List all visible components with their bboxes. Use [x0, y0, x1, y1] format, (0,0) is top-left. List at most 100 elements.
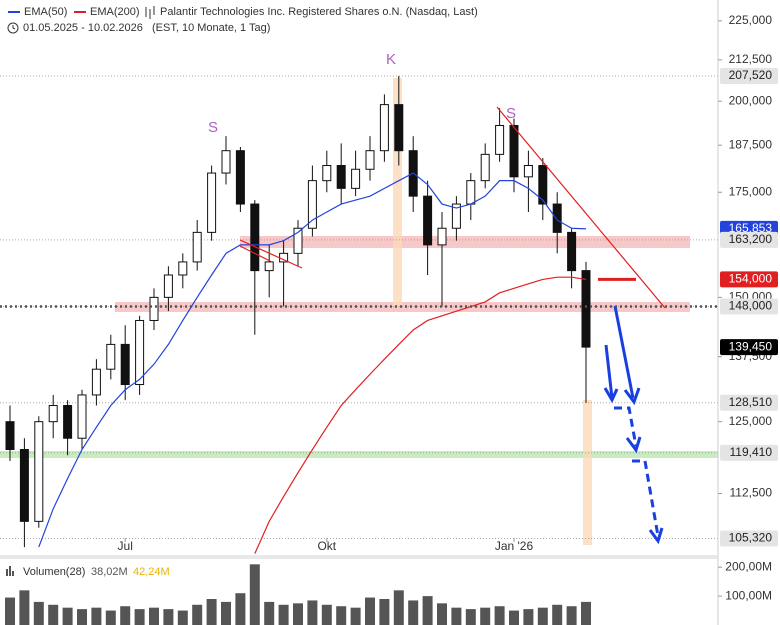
volume-bar — [523, 609, 534, 625]
volume-bar — [264, 601, 275, 625]
candle-body — [523, 165, 533, 178]
volume-bar — [149, 607, 159, 625]
candle-body — [19, 449, 29, 522]
volume-bar — [566, 606, 577, 625]
price-tag — [720, 444, 778, 461]
volume-bar — [134, 609, 145, 625]
volume-bar — [91, 607, 102, 625]
volume-tick-label: 200,00M — [725, 559, 772, 573]
candle-body — [207, 172, 217, 233]
price-tag — [720, 298, 778, 315]
price-tag-label: 207,520 — [729, 68, 773, 82]
candle-body — [5, 421, 15, 451]
y-tick-label: 225,000 — [729, 13, 773, 27]
volume-readout: 38,02M — [91, 566, 128, 578]
volume-bar — [509, 610, 519, 625]
volume-bar — [307, 600, 318, 625]
candle-body — [509, 124, 519, 178]
volume-bar — [249, 564, 260, 625]
chart-title: Palantir Technologies Inc. Registered Sh… — [160, 6, 478, 18]
arrow-head — [623, 387, 641, 406]
price-tag — [720, 530, 778, 547]
volume-bar — [278, 604, 289, 625]
legend-label: EMA(50) — [24, 6, 67, 18]
candle-body — [322, 165, 332, 182]
clock-icon — [12, 25, 16, 30]
volume-bar — [451, 607, 462, 625]
candle-body — [336, 165, 346, 189]
ema-line — [254, 276, 587, 554]
candle-body — [552, 203, 562, 233]
trend-line — [239, 245, 273, 263]
highlight-bar — [583, 400, 592, 545]
volume-bar — [350, 607, 361, 625]
price-tag — [720, 394, 778, 411]
volume-bar — [537, 607, 548, 625]
volume-icon — [6, 566, 14, 576]
volume-bar — [5, 597, 15, 625]
arrow-head — [603, 387, 619, 404]
volume-bar — [480, 607, 491, 625]
date-range: 01.05.2025 - 10.02.2026 — [23, 22, 143, 34]
support-zone-green — [0, 451, 718, 458]
x-tick-label: Okt — [317, 539, 336, 553]
volume-bar — [48, 604, 59, 625]
volume-bar — [77, 609, 87, 625]
subtitle: (EST, 10 Monate, 1 Tag) — [152, 22, 270, 34]
volume-bar — [163, 609, 174, 625]
volume-bar — [336, 606, 347, 625]
arrow-line — [613, 305, 635, 399]
candle-body — [178, 261, 188, 276]
volume-bar — [192, 604, 203, 625]
candle-body — [221, 150, 231, 174]
y-tick-label: 125,000 — [729, 414, 773, 428]
volume-bar — [33, 601, 44, 625]
candle-body — [63, 405, 73, 439]
volume-bar — [365, 597, 375, 625]
price-tag — [720, 271, 778, 288]
candle-body — [495, 124, 505, 155]
candle-body — [135, 319, 145, 386]
price-tag-label: 128,510 — [729, 395, 773, 409]
price-tag-label: 165,853 — [729, 221, 773, 235]
price-tag — [720, 231, 778, 248]
volume-bar — [120, 606, 131, 625]
y-tick-label: 175,000 — [729, 184, 773, 198]
candle-body — [77, 394, 87, 439]
chart-icon — [145, 6, 155, 19]
y-tick-label: 200,000 — [729, 93, 773, 107]
candle-body — [567, 231, 577, 272]
price-tag-label: 163,200 — [729, 232, 773, 246]
volume-bar — [422, 596, 433, 625]
highlight-bar — [393, 78, 402, 306]
arrow-head — [625, 436, 642, 454]
candle-body — [250, 203, 260, 272]
volume-bar — [235, 593, 246, 625]
volume-bar — [293, 603, 303, 625]
volume-bar — [465, 609, 476, 625]
volume-legend: Volumen(28) — [23, 566, 85, 578]
candle-body — [394, 104, 404, 152]
resistance-zone — [240, 236, 690, 248]
annotation: S — [208, 119, 218, 136]
projection — [603, 305, 664, 545]
candle-body — [351, 168, 361, 189]
volume-bar — [393, 590, 404, 625]
volume-bar — [19, 590, 30, 625]
candle-body — [581, 270, 591, 348]
volume-bar — [221, 601, 231, 625]
x-tick-label: Jan '26 — [495, 539, 534, 553]
y-tick-label: 187,500 — [729, 137, 773, 151]
price-tag-label: 105,320 — [729, 531, 773, 545]
ema-line — [38, 172, 587, 548]
price-tag-label: 119,410 — [730, 445, 773, 459]
candle-body — [379, 104, 389, 152]
volume-bar — [494, 606, 505, 625]
candle-body — [423, 195, 433, 246]
volume-bar — [177, 610, 188, 625]
volume-bar — [321, 604, 332, 625]
price-tag — [720, 339, 778, 356]
arrow-head — [648, 527, 664, 545]
